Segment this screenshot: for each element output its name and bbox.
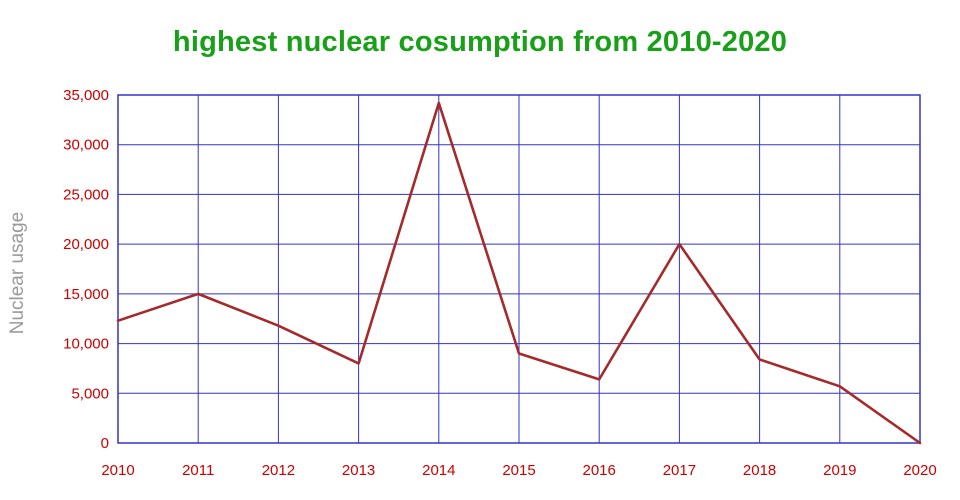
x-tick-label: 2012 xyxy=(262,462,295,479)
x-tick-label: 2013 xyxy=(342,462,375,479)
x-tick-label: 2014 xyxy=(422,462,455,479)
x-tick-label: 2019 xyxy=(823,462,856,479)
y-tick-label: 5,000 xyxy=(71,385,109,402)
x-tick-label: 2020 xyxy=(903,462,936,479)
x-tick-label: 2015 xyxy=(502,462,535,479)
y-tick-label: 0 xyxy=(101,435,109,452)
x-tick-label: 2017 xyxy=(663,462,696,479)
y-tick-label: 30,000 xyxy=(63,137,109,154)
x-tick-label: 2010 xyxy=(101,462,134,479)
x-tick-label: 2011 xyxy=(182,462,214,479)
y-tick-label: 20,000 xyxy=(63,236,109,253)
chart-title: highest nuclear cosumption from 2010-202… xyxy=(172,26,788,58)
x-tick-label: 2016 xyxy=(583,462,616,479)
x-tick-label: 2018 xyxy=(743,462,776,479)
data-series-line xyxy=(116,101,922,445)
y-tick-label: 25,000 xyxy=(63,186,109,203)
y-tick-label: 10,000 xyxy=(63,336,109,353)
y-tick-label: 15,000 xyxy=(63,286,109,303)
y-tick-label: 35,000 xyxy=(63,87,109,104)
